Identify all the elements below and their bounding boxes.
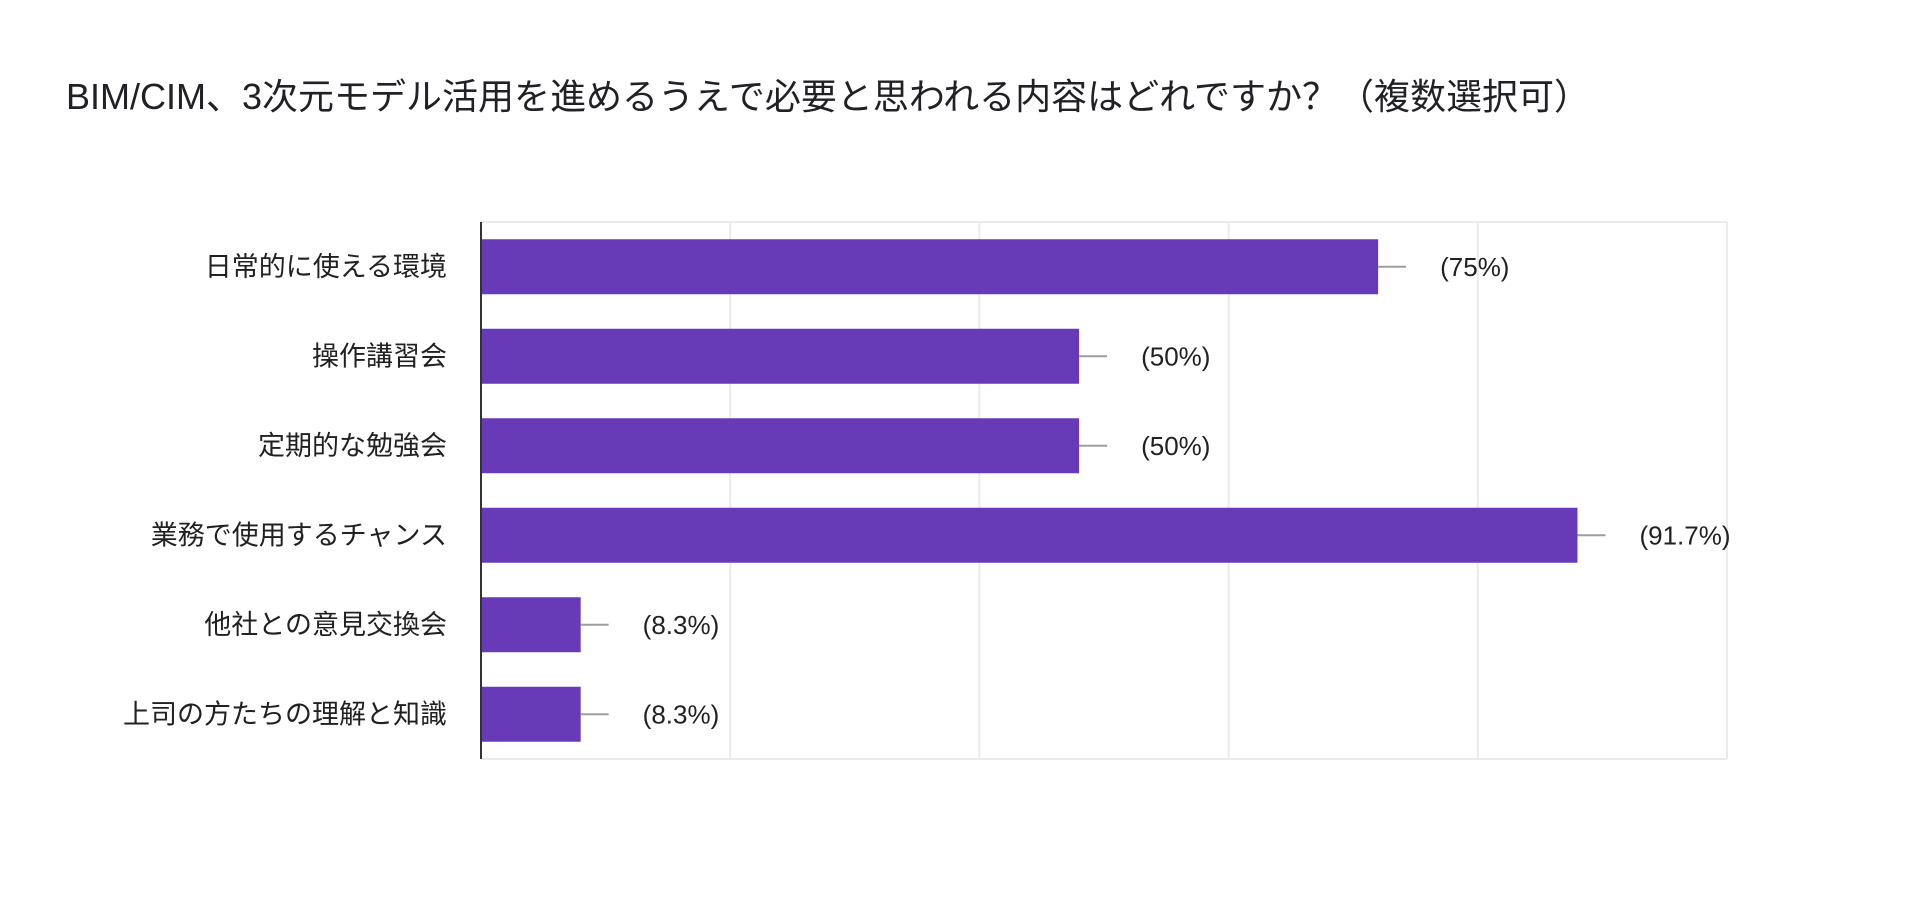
chart-title: BIM/CIM、3次元モデル活用を進めるうえで必要と思われる内容はどれですか？（… [66,76,1591,117]
data-label: (8.3%) [643,699,720,729]
bar [481,507,1578,563]
data-label: (8.3%) [643,610,720,640]
bar [481,239,1379,295]
bar [481,418,1080,474]
bar [481,597,581,653]
category-label: 操作講習会 [312,341,447,371]
category-label: 日常的に使える環境 [205,252,447,282]
data-label: (91.7%) [1639,520,1730,550]
data-label: (75%) [1440,252,1509,282]
data-label: (50%) [1141,341,1210,371]
bar [481,328,1080,384]
category-label: 業務で使用するチャンス [151,520,447,550]
bar [481,686,581,742]
category-label: 上司の方たちの理解と知識 [123,699,447,729]
data-label: (50%) [1141,431,1210,461]
category-label: 他社との意見交換会 [204,610,447,640]
category-label: 定期的な勉強会 [258,431,447,461]
